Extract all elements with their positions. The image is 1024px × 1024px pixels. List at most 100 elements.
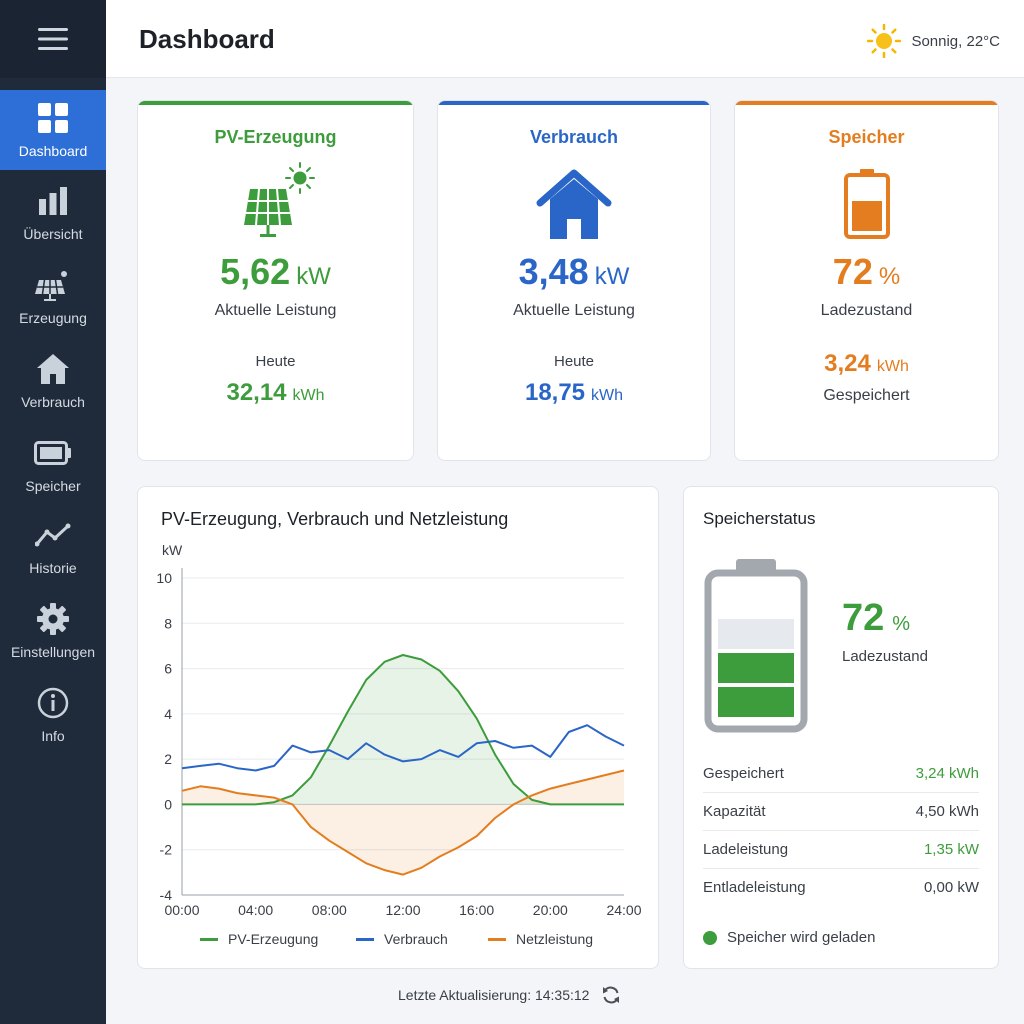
consumption-today-unit: kWh — [591, 387, 624, 404]
gear-icon — [37, 603, 69, 635]
hamburger-icon — [38, 28, 68, 50]
sidebar-item-label: Erzeugung — [19, 310, 87, 326]
y-tick-label: -2 — [160, 842, 173, 858]
sidebar-item-label: Dashboard — [18, 143, 88, 159]
battery-segment — [718, 653, 794, 683]
sidebar-item-label: Einstellungen — [10, 644, 96, 660]
y-tick-label: 0 — [164, 796, 172, 812]
pv-label: Aktuelle Leistung — [214, 302, 337, 319]
pv-current-power: 5,62 kW — [138, 251, 413, 293]
sidebar-item-label: Historie — [29, 560, 77, 576]
solar-panel-sun-icon — [243, 162, 315, 237]
legend-label-netz: Netzleistung — [516, 931, 594, 947]
sidebar-item-verbrauch[interactable]: Verbrauch — [0, 341, 106, 421]
legend-swatch-netz — [488, 937, 506, 941]
chart-card: PV-Erzeugung, Verbrauch und Netzleistung… — [137, 486, 659, 969]
legend-item-pv: PV-Erzeugung — [200, 931, 318, 947]
y-axis-label: kW — [162, 542, 183, 558]
weather-text: Sonnig, 22°C — [911, 32, 1000, 50]
storage-row-value: 3,24 kWh — [915, 765, 979, 782]
legend-swatch-pv — [200, 937, 218, 941]
storage-row-value: 0,00 kW — [923, 878, 979, 896]
storage-stored-value: 3,24 — [824, 350, 871, 377]
sidebar-item-historie[interactable]: Historie — [0, 507, 106, 587]
pv-unit: kW — [296, 263, 331, 290]
storage-status-soc: 72% — [842, 597, 910, 640]
last-update-bar: Letzte Aktualisierung: 14:35:12 — [398, 985, 621, 1005]
storage-row-capacity: Kapazität 4,50 kWh — [703, 793, 979, 831]
pv-card-accent — [138, 101, 413, 105]
x-tick-label: 16:00 — [459, 902, 494, 917]
x-tick-label: 12:00 — [385, 902, 420, 917]
consumption-card-accent — [438, 101, 710, 105]
sidebar-item-speicher[interactable]: Speicher — [0, 425, 106, 505]
legend-label-verbrauch: Verbrauch — [384, 931, 448, 947]
storage-row-value: 4,50 kWh — [915, 803, 979, 820]
sun-icon — [867, 24, 902, 58]
storage-row-stored: Gespeichert 3,24 kWh — [703, 755, 979, 793]
storage-label: Ladezustand — [820, 302, 913, 319]
storage-row-charge-power: Ladeleistung 1,35 kW — [703, 831, 979, 869]
storage-row-value: 1,35 kW — [923, 841, 979, 858]
consumption-card: Verbrauch 3,48 kW Aktuelle Leistung Heute… — [437, 100, 711, 461]
consumption-current-power: 3,48 kW — [438, 251, 710, 293]
storage-stored-label: Gespeichert — [823, 387, 910, 404]
storage-card: Speicher 72% Ladezustand 3,24 kWh Gespeic… — [734, 100, 999, 461]
y-tick-label: -4 — [160, 887, 173, 903]
grid-icon — [38, 103, 68, 133]
chart-title: PV-Erzeugung, Verbrauch und Netzleistung — [161, 509, 509, 529]
sidebar-item-info[interactable]: Info — [0, 675, 106, 755]
series-line-1 — [181, 724, 625, 772]
storage-stored: 3,24 kWh — [735, 350, 998, 378]
x-tick-label: 08:00 — [312, 902, 347, 917]
battery-segment — [718, 687, 794, 717]
storage-status-title: Speicherstatus — [703, 509, 816, 528]
storage-stored-unit: kWh — [876, 358, 909, 375]
storage-soc: 72% — [735, 251, 998, 293]
pv-card-title: PV-Erzeugung — [214, 127, 337, 147]
sidebar-item-erzeugung[interactable]: Erzeugung — [0, 257, 106, 337]
consumption-today-label: Heute — [553, 353, 595, 370]
x-tick-label: 20:00 — [533, 902, 568, 917]
last-update-text: Letzte Aktualisierung: 14:35:12 — [398, 987, 590, 1003]
series-area-0 — [182, 655, 624, 805]
battery-segment — [718, 619, 794, 649]
pv-today-label: Heute — [255, 353, 296, 370]
hamburger-menu-button[interactable] — [0, 0, 106, 78]
series-line-0 — [182, 654, 624, 806]
pv-today: 32,14 kWh — [138, 379, 413, 407]
consumption-label: Aktuelle Leistung — [513, 302, 635, 319]
sidebar-item-dashboard[interactable]: Dashboard — [0, 90, 106, 170]
battery-icon — [34, 441, 71, 465]
x-tick-label: 24:00 — [606, 902, 641, 917]
refresh-icon[interactable] — [601, 985, 621, 1005]
storage-unit: % — [878, 263, 901, 290]
storage-row-discharge-power: Entladeleistung 0,00 kW — [703, 868, 979, 906]
sidebar: Dashboard Übersicht Erzeugung Verbrauch — [0, 0, 106, 1024]
bar-chart-icon — [39, 187, 67, 215]
page-title: Dashboard — [139, 24, 275, 54]
storage-row-label: Kapazität — [703, 803, 766, 820]
power-chart: kW 10 8 6 4 2 0 -2 -400:00 04:00 08:00 12:00 16:00 20… — [156, 542, 641, 917]
trend-line-icon — [35, 523, 71, 547]
x-tick-label: 04:00 — [238, 902, 273, 917]
storage-charging-status: Speicher wird geladen — [703, 929, 875, 946]
info-icon — [37, 687, 69, 719]
sidebar-item-uebersicht[interactable]: Übersicht — [0, 173, 106, 253]
storage-card-title: Speicher — [828, 127, 905, 147]
storage-status-unit: % — [892, 613, 911, 635]
pv-value: 5,62 — [220, 251, 291, 292]
consumption-today-value: 18,75 — [524, 379, 586, 406]
sidebar-item-label: Info — [41, 728, 65, 744]
consumption-card-title: Verbrauch — [529, 127, 619, 147]
pv-today-value: 32,14 — [226, 379, 287, 406]
header: Dashboard Sonnig, 22°C — [106, 0, 1024, 78]
sidebar-item-einstellungen[interactable]: Einstellungen — [0, 591, 106, 671]
home-icon — [37, 354, 69, 384]
pv-today-unit: kWh — [292, 387, 325, 404]
consumption-unit: kW — [594, 263, 630, 290]
weather-widget: Sonnig, 22°C — [867, 24, 1000, 58]
storage-row-label: Entladeleistung — [703, 878, 806, 896]
sidebar-item-label: Übersicht — [23, 226, 83, 242]
x-tick-label: 00:00 — [164, 902, 199, 917]
